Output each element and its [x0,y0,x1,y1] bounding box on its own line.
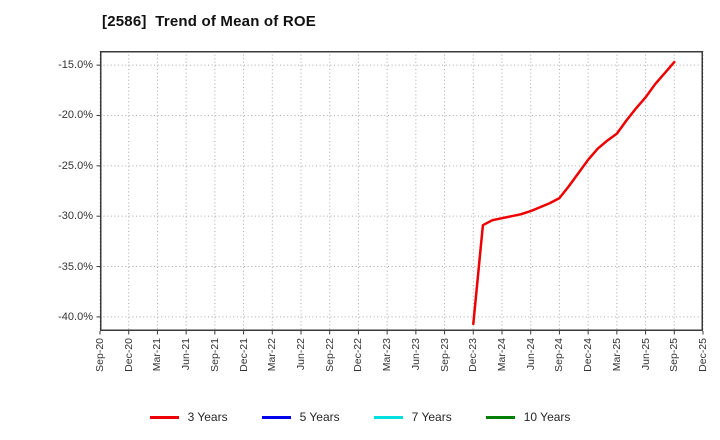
x-tick-label: Dec-20 [122,338,135,372]
y-tick-label: -30.0% [58,210,93,223]
line-chart [96,51,704,335]
legend-item-7-years: 7 Years [373,410,452,424]
series-line-3-years [472,60,676,326]
x-tick-label: Sep-21 [208,338,221,372]
y-tick-label: -20.0% [58,109,93,122]
legend-line-swatch [149,415,179,419]
y-tick-label: -35.0% [58,260,93,273]
chart-title: [2586] Trend of Mean of ROE [102,13,316,30]
y-tick-label: -25.0% [58,159,93,172]
legend-label: 7 Years [411,410,452,424]
x-tick-label: Dec-21 [237,338,250,372]
x-tick-label: Mar-23 [381,338,394,372]
x-tick-label: Sep-22 [323,338,336,372]
plot-area [96,51,704,335]
legend-item-10-years: 10 Years [485,410,571,424]
plot-frame [100,51,703,331]
x-tick-label: Sep-20 [94,338,106,372]
legend-label: 5 Years [299,410,340,424]
legend-label: 3 Years [187,410,228,424]
x-tick-label: Sep-24 [553,338,566,372]
y-tick-label: -40.0% [58,310,93,323]
x-tick-label: Jun-22 [295,338,307,371]
y-tick-label: -15.0% [58,59,93,72]
x-tick-label: Sep-25 [668,338,681,372]
x-tick-label: Dec-23 [467,338,480,372]
x-tick-label: Jun-25 [639,338,652,371]
chart-legend: 3 Years 5 Years 7 Years 10 Years [0,406,720,428]
legend-line-swatch [261,415,291,419]
x-tick-label: Dec-25 [697,338,709,372]
legend-item-3-years: 3 Years [149,410,228,424]
x-tick-label: Mar-22 [266,338,279,372]
x-tick-label: Dec-22 [352,338,365,372]
x-tick-label: Mar-24 [496,338,508,372]
legend-line-swatch [485,415,515,419]
x-tick-label: Mar-21 [151,338,164,372]
x-tick-label: Jun-23 [409,338,422,371]
legend-item-5-years: 5 Years [261,410,340,424]
x-tick-label: Jun-21 [180,338,193,371]
x-tick-label: Sep-23 [438,338,451,372]
legend-label: 10 Years [523,410,571,424]
x-tick-label: Dec-24 [582,338,595,372]
x-tick-label: Jun-24 [524,338,537,371]
x-tick-label: Mar-25 [610,338,623,372]
legend-line-swatch [373,415,403,419]
